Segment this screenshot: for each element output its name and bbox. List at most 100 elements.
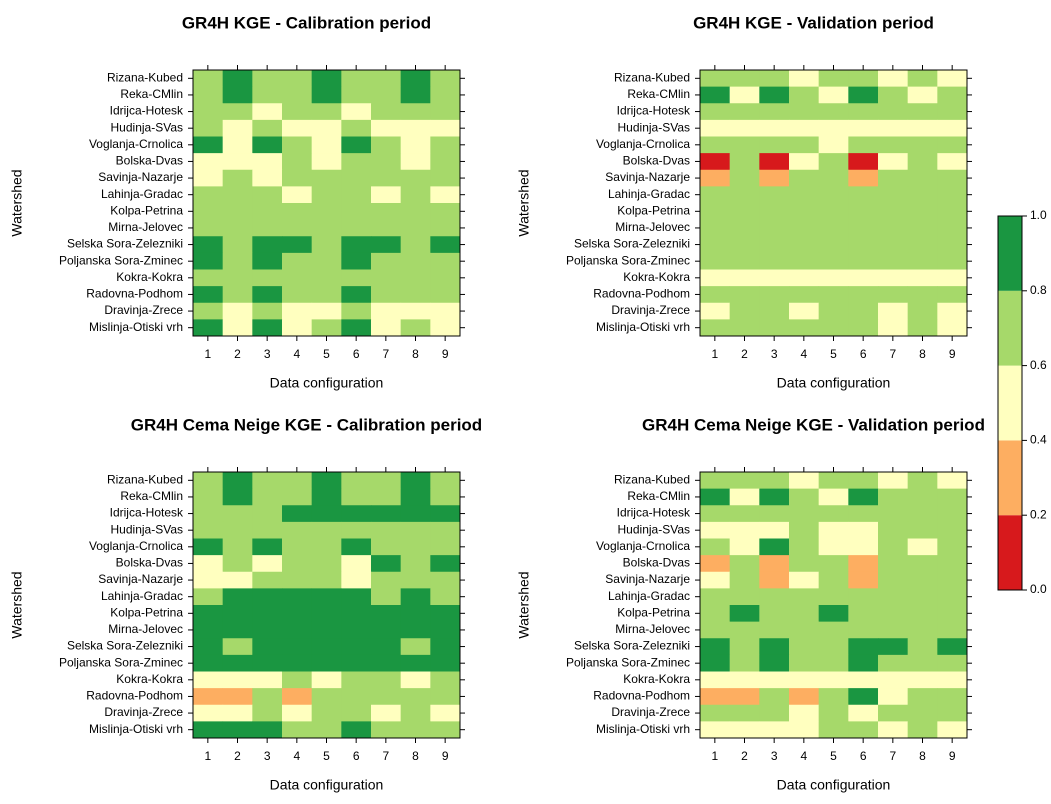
cell [430, 186, 461, 204]
cell [400, 186, 431, 204]
cell [700, 186, 731, 204]
y-tick-label: Mirna-Jelovec [615, 220, 690, 234]
colorbar-tick-label: 1.0 [1030, 208, 1047, 222]
cell [430, 571, 461, 589]
cell [341, 219, 372, 237]
cell [341, 704, 372, 722]
y-tick-label: Poljanska Sora-Zminec [566, 655, 690, 669]
cell [907, 688, 938, 706]
cell [193, 119, 224, 137]
cell [252, 671, 283, 689]
cell [789, 153, 820, 171]
cell [430, 704, 461, 722]
cell [789, 119, 820, 137]
cell [371, 621, 402, 639]
cell [759, 605, 790, 623]
cell [252, 86, 283, 104]
cell [818, 505, 849, 523]
cell [282, 521, 313, 539]
cell [430, 169, 461, 187]
cell [371, 236, 402, 254]
cell [818, 472, 849, 490]
cell [282, 70, 313, 88]
cell [907, 555, 938, 573]
cell [282, 203, 313, 221]
cell [282, 555, 313, 573]
cell [371, 219, 402, 237]
cell [878, 286, 909, 304]
y-tick-label: Voglanja-Crnolica [89, 137, 183, 151]
cell [400, 505, 431, 523]
y-tick-label: Kokra-Kokra [116, 270, 183, 284]
cell [222, 70, 253, 88]
cell [729, 472, 760, 490]
cell [252, 319, 283, 337]
cell [759, 286, 790, 304]
cell [700, 153, 731, 171]
cell [937, 654, 968, 672]
cell [430, 588, 461, 606]
cell [430, 136, 461, 154]
cell [789, 671, 820, 689]
cell [759, 588, 790, 606]
x-tick-label: 9 [442, 347, 449, 361]
cell [252, 219, 283, 237]
cell [818, 538, 849, 556]
x-tick-label: 6 [353, 749, 360, 763]
cell [878, 621, 909, 639]
cell [371, 319, 402, 337]
cell [400, 605, 431, 623]
cell [222, 119, 253, 137]
cell [341, 621, 372, 639]
cell [937, 203, 968, 221]
cell [193, 538, 224, 556]
cell [937, 302, 968, 320]
cell [937, 688, 968, 706]
cell [311, 721, 342, 739]
colorbar-segment [998, 290, 1022, 366]
cell [729, 203, 760, 221]
cell [341, 153, 372, 171]
cell [282, 671, 313, 689]
cell [311, 203, 342, 221]
cell [282, 588, 313, 606]
y-axis-label: Watershed [516, 169, 532, 236]
cell [282, 721, 313, 739]
cell [700, 103, 731, 121]
cell [700, 588, 731, 606]
cell [818, 638, 849, 656]
cell [193, 688, 224, 706]
cell [430, 103, 461, 121]
cell [907, 605, 938, 623]
cell [878, 588, 909, 606]
cell [759, 169, 790, 187]
cell [937, 588, 968, 606]
y-tick-label: Dravinja-Zrece [104, 705, 183, 719]
x-tick-label: 3 [771, 347, 778, 361]
cell [907, 153, 938, 171]
cell [252, 153, 283, 171]
cell [878, 538, 909, 556]
cell [400, 219, 431, 237]
cell [907, 236, 938, 254]
cell [937, 153, 968, 171]
cell [371, 588, 402, 606]
y-tick-label: Rizana-Kubed [614, 472, 690, 486]
y-tick-label: Radovna-Podhom [593, 689, 690, 703]
y-tick-label: Radovna-Podhom [86, 287, 183, 301]
cell [907, 252, 938, 270]
y-tick-label: Rizana-Kubed [614, 70, 690, 84]
y-tick-label: Mislinja-Otiski vrh [596, 722, 690, 736]
cell [371, 136, 402, 154]
cell [878, 721, 909, 739]
cell [937, 86, 968, 104]
cell [193, 605, 224, 623]
cell [848, 252, 879, 270]
cell [341, 505, 372, 523]
cell [282, 638, 313, 656]
cell [907, 119, 938, 137]
cell [430, 119, 461, 137]
cell [282, 688, 313, 706]
cell [878, 119, 909, 137]
cell [789, 236, 820, 254]
